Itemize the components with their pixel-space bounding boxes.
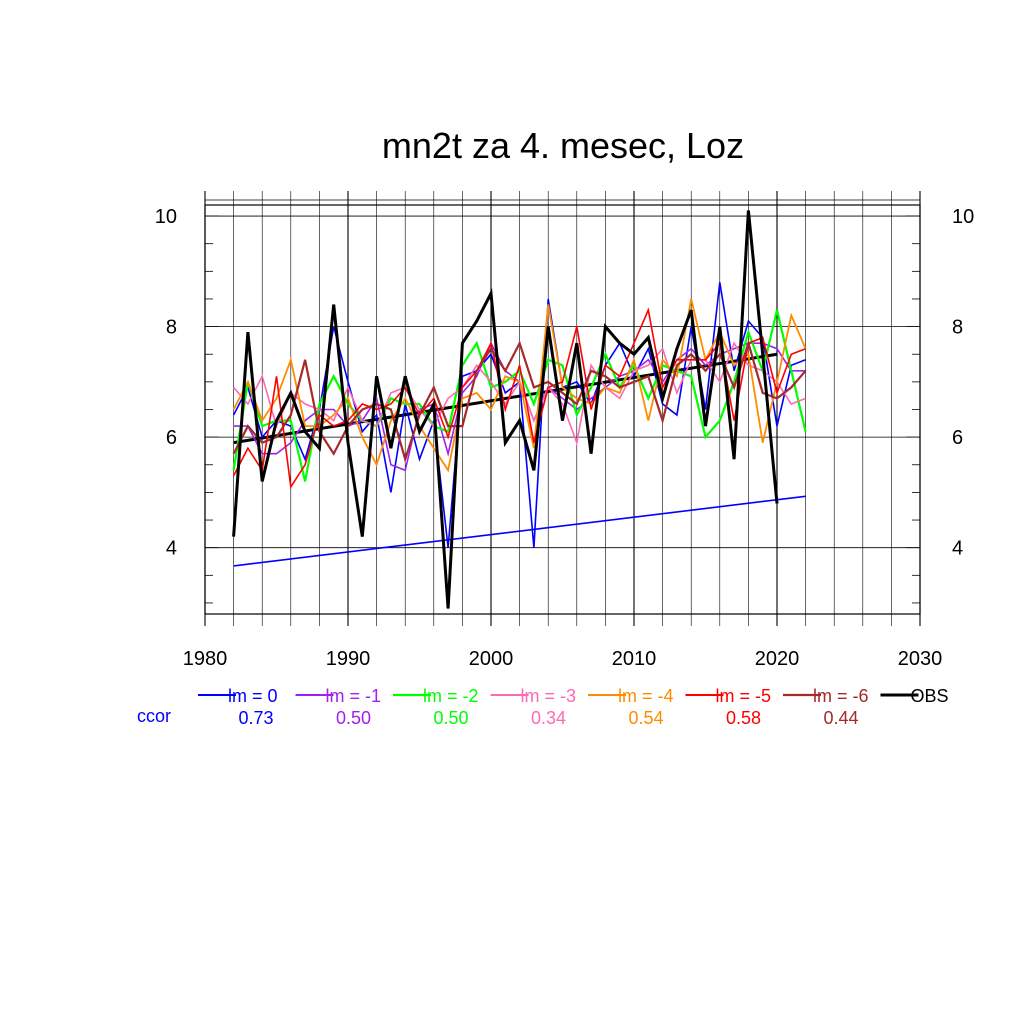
legend-ccor-value: 0.44 bbox=[823, 708, 858, 728]
y-tick-label-right: 10 bbox=[952, 206, 974, 228]
y-tick-label-right: 6 bbox=[952, 427, 963, 449]
series-line bbox=[232, 307, 806, 490]
legend-label: lm = -1 bbox=[326, 686, 382, 706]
x-tick-label: 2020 bbox=[755, 648, 800, 670]
x-tick-label: 1980 bbox=[183, 648, 228, 670]
series-line bbox=[232, 339, 807, 463]
legend-label: lm = -5 bbox=[716, 686, 772, 706]
x-tick-label: 2010 bbox=[612, 648, 657, 670]
axes: 4 4 6 6 8 8 10 10 1980 1990 2000 2010 2020 2030 bbox=[155, 206, 975, 670]
y-tick-label-left: 10 bbox=[155, 206, 177, 228]
legend-label: lm = -2 bbox=[423, 686, 479, 706]
legend-ccor-value: 0.73 bbox=[238, 708, 273, 728]
ccor-label: ccor bbox=[137, 706, 171, 726]
series-line bbox=[232, 298, 807, 473]
legend-ccor-value: 0.58 bbox=[726, 708, 761, 728]
grid-lines bbox=[204, 191, 921, 626]
legend-ccor-value: 0.50 bbox=[433, 708, 468, 728]
x-tick-label: 1990 bbox=[326, 648, 371, 670]
x-tick-label: 2000 bbox=[469, 648, 514, 670]
legend-ccor-value: 0.54 bbox=[628, 708, 663, 728]
legend-label: lm = -4 bbox=[618, 686, 674, 706]
y-tick-label-left: 6 bbox=[166, 427, 177, 449]
series-lines bbox=[232, 210, 807, 609]
trend-line bbox=[233, 495, 806, 567]
legend-ccor-value: 0.34 bbox=[531, 708, 566, 728]
series-line bbox=[232, 309, 807, 482]
chart-title: mn2t za 4. mesec, Loz bbox=[382, 125, 744, 166]
y-tick-label-left: 4 bbox=[166, 538, 177, 560]
legend-label: lm = 0 bbox=[228, 686, 278, 706]
x-tick-label: 2030 bbox=[898, 648, 943, 670]
legend-ccor-value: 0.50 bbox=[336, 708, 371, 728]
plot-frame bbox=[204, 199, 921, 615]
y-tick-label-left: 8 bbox=[166, 317, 177, 339]
legend-label: lm = -3 bbox=[521, 686, 577, 706]
legend-label: OBS bbox=[911, 686, 949, 706]
y-tick-label-right: 8 bbox=[952, 317, 963, 339]
y-tick-label-right: 4 bbox=[952, 538, 963, 560]
legend-label: lm = -6 bbox=[813, 686, 869, 706]
plot-border bbox=[204, 204, 921, 615]
series-line bbox=[232, 210, 779, 609]
